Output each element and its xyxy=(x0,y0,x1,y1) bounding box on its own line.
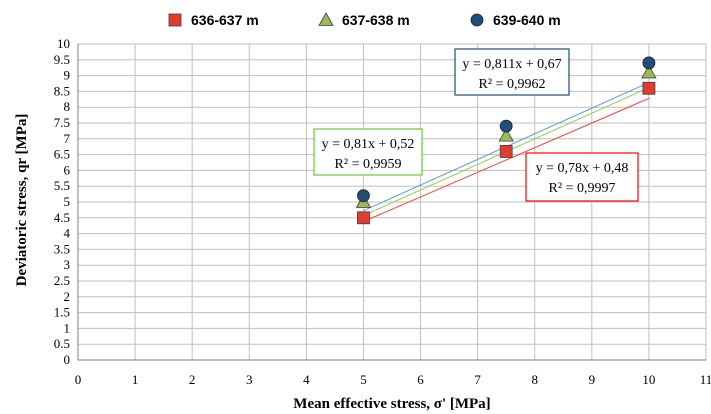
x-axis-title: Mean effective stress, σ' [MPa] xyxy=(293,396,490,412)
equation-box xyxy=(454,48,570,96)
x-tick-label: 5 xyxy=(360,372,367,387)
y-tick-label: 9.5 xyxy=(54,52,70,67)
y-tick-label: 1.5 xyxy=(54,305,70,320)
x-tick-label: 0 xyxy=(75,372,82,387)
y-axis-title: Deviatoric stress, qr [MPa] xyxy=(14,114,30,287)
y-tick-label: 2 xyxy=(64,289,71,304)
data-point xyxy=(642,56,656,70)
trendline-r2: R² = 0,9962 xyxy=(479,77,546,92)
legend-marker xyxy=(470,13,484,27)
trendline-r2: R² = 0,9959 xyxy=(335,157,402,172)
data-point xyxy=(357,211,370,225)
grid xyxy=(77,43,707,361)
y-tick-label: 6 xyxy=(64,162,71,177)
y-tick-label: 7 xyxy=(64,131,71,146)
trendline xyxy=(363,97,650,223)
trendline-equations: y = 0,78x + 0,48 R² = 0,9997 y = 0,81x + 0… xyxy=(313,48,639,202)
x-ticks: 0 1 2 3 4 5 6 7 8 9 10 11 xyxy=(75,372,711,387)
y-tick-label: 5.5 xyxy=(54,178,70,193)
y-tick-label: 8 xyxy=(64,99,71,114)
trendline-r2: R² = 0,9997 xyxy=(549,181,616,196)
y-tick-label: 3.5 xyxy=(54,241,70,256)
y-tick-label: 4.5 xyxy=(54,210,70,225)
data-point xyxy=(357,189,370,203)
y-tick-label: 8.5 xyxy=(54,83,70,98)
data-point xyxy=(499,145,513,158)
trendline-equation: y = 0,81x + 0,52 xyxy=(322,137,415,152)
x-tick-label: 10 xyxy=(642,372,655,387)
data-point xyxy=(499,119,513,133)
data-point xyxy=(641,64,657,79)
y-tick-label: 9 xyxy=(64,68,71,83)
x-tick-label: 1 xyxy=(132,372,139,387)
y-tick-label: 0 xyxy=(64,352,71,367)
x-tick-label: 7 xyxy=(474,372,481,387)
x-tick-label: 6 xyxy=(417,372,424,387)
data-points xyxy=(355,56,657,225)
y-tick-label: 0.5 xyxy=(54,336,70,351)
x-tick-label: 3 xyxy=(246,372,253,387)
y-tick-label: 5 xyxy=(64,194,71,209)
x-tick-label: 2 xyxy=(189,372,196,387)
equation-box xyxy=(313,128,423,176)
trendline-equation: y = 0,811x + 0,67 xyxy=(462,57,561,72)
x-tick-label: 4 xyxy=(303,372,310,387)
legend-marker xyxy=(318,12,334,26)
y-tick-label: 3 xyxy=(64,257,71,272)
y-tick-label: 10 xyxy=(57,36,70,51)
y-tick-label: 1 xyxy=(64,320,71,335)
legend-label: 639-640 m xyxy=(493,12,561,28)
y-tick-label: 7.5 xyxy=(54,115,70,130)
data-point xyxy=(642,81,656,95)
x-tick-label: 11 xyxy=(700,372,711,387)
y-tick-label: 4 xyxy=(64,226,71,241)
x-tick-label: 9 xyxy=(589,372,596,387)
y-ticks: 00.511.522.533.544.555.566.577.588.599.5… xyxy=(54,36,71,367)
y-tick-label: 6.5 xyxy=(54,147,70,162)
equation-box xyxy=(525,152,639,202)
data-point xyxy=(498,127,514,142)
y-tick-label: 2.5 xyxy=(54,273,70,288)
legend-marker xyxy=(168,13,182,27)
trendline-equation: y = 0,78x + 0,48 xyxy=(536,161,629,176)
legend: 636-637 m 637-638 m 639-640 m xyxy=(168,12,561,28)
legend-label: 637-638 m xyxy=(342,12,410,28)
x-tick-label: 8 xyxy=(531,372,538,387)
legend-label: 636-637 m xyxy=(191,12,259,28)
